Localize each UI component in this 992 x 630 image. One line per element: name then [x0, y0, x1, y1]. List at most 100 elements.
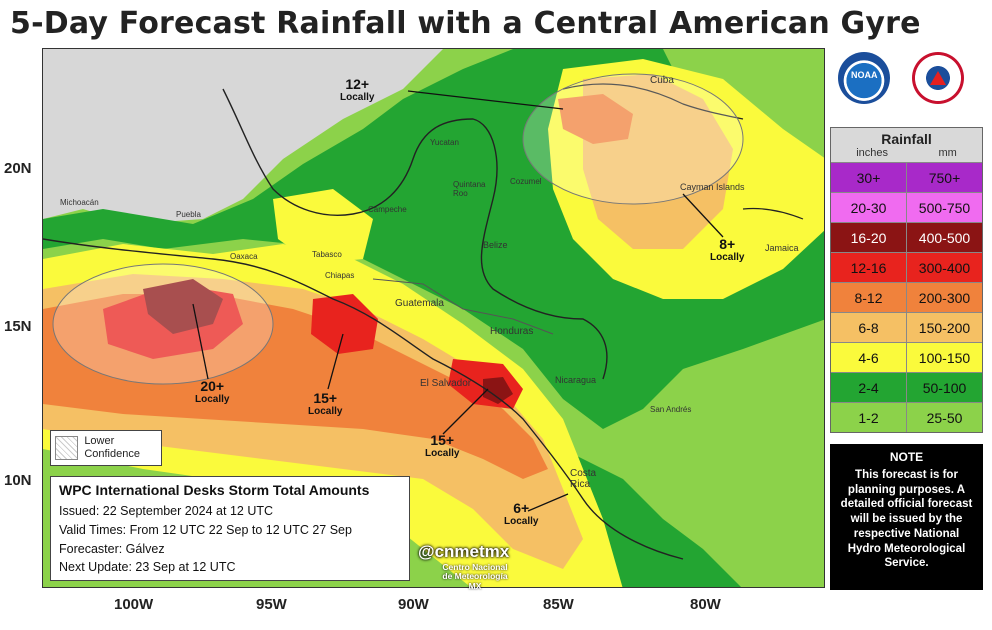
legend-mm: 300-400: [906, 253, 982, 282]
rain-band-8-12-yucatan: [558, 94, 633, 144]
lon-label-95w: 95W: [256, 596, 287, 613]
annotation-chiapas: 15+ Locally: [308, 390, 342, 417]
legend-unit-mm: mm: [938, 147, 957, 159]
social-handle: @cnmetmx: [418, 542, 510, 561]
place-label: Honduras: [490, 326, 534, 337]
legend-row: 1-2 25-50: [831, 402, 982, 432]
annotation-costarica: 6+ Locally: [504, 500, 538, 527]
annotation-label: Locally: [710, 252, 745, 263]
country-borders: [372, 278, 554, 335]
annotation-yucatan: 12+ Locally: [340, 76, 374, 103]
legend-mm: 500-750: [906, 193, 982, 222]
place-label: Tabasco: [312, 250, 342, 259]
annotation-value: 15+: [313, 390, 338, 406]
legend-inches: 12-16: [831, 253, 906, 282]
legend-row: 12-16 300-400: [831, 252, 982, 282]
annotation-value: 8+: [719, 236, 736, 252]
legend-mm: 750+: [906, 163, 982, 192]
national-weather-service-logo: [912, 52, 964, 104]
place-label: El Salvador: [420, 378, 472, 389]
legend-row: 20-30 500-750: [831, 192, 982, 222]
gulf-caribbean-coastline: [222, 88, 608, 380]
legend-row: 16-20 400-500: [831, 222, 982, 252]
legend-mm: 100-150: [906, 343, 982, 372]
place-label: Yucatan: [430, 138, 459, 147]
annotation-label: Locally: [195, 394, 230, 405]
annotation-value: 15+: [430, 432, 455, 448]
legend-inches: 4-6: [831, 343, 906, 372]
place-label: Belize: [483, 240, 508, 250]
lower-confidence-area-west: [52, 263, 274, 385]
annotation-elsalvador: 15+ Locally: [425, 432, 459, 459]
arrow-cayman: [682, 193, 724, 238]
legend-inches: 6-8: [831, 313, 906, 342]
lower-confidence-swatch: [55, 436, 79, 460]
lon-label-85w: 85W: [543, 596, 574, 613]
place-label: Quintana Roo: [453, 180, 486, 198]
place-label: Cozumel: [510, 177, 542, 186]
legend-row: 30+ 750+: [831, 162, 982, 192]
place-label: Nicaragua: [555, 375, 597, 385]
rain-band-12-16-chiapas: [311, 294, 378, 354]
annotation-value: 12+: [345, 76, 370, 92]
annotation-value: 20+: [200, 378, 225, 394]
social-handle-subtitle: Centro Nacional de Meteorología MX: [442, 562, 508, 591]
pacific-coastline: [43, 238, 684, 560]
rain-band-16-20-guerrero: [143, 279, 223, 334]
lon-label-100w: 100W: [114, 596, 154, 613]
noaa-logo: NOAA: [838, 52, 890, 104]
place-label: Campeche: [368, 205, 407, 214]
annotation-label: Locally: [308, 406, 343, 417]
legend-unit-inches: inches: [856, 147, 889, 159]
legend-row: 8-12 200-300: [831, 282, 982, 312]
legend-row: 4-6 100-150: [831, 342, 982, 372]
legend-mm: 150-200: [906, 313, 982, 342]
jamaica-coastline: [742, 207, 804, 220]
legend-rows: 30+ 750+ 20-30 500-750 16-20 400-500 12-16 300-…: [831, 162, 982, 432]
page-title: 5-Day Forecast Rainfall with a Central A…: [10, 6, 921, 41]
rain-band-4-6-campeche: [273, 189, 373, 264]
legend-row: 2-4 50-100: [831, 372, 982, 402]
arrow-yucatan: [407, 90, 564, 110]
place-label: Chiapas: [325, 271, 355, 280]
cuba-coastline: [562, 83, 744, 120]
rain-band-16-20-elsalvador: [483, 377, 513, 404]
place-label: Jamaica: [765, 243, 799, 253]
arrow-elsalvador: [442, 388, 489, 435]
legend-mm: 200-300: [906, 283, 982, 312]
info-forecaster: Forecaster: Gálvez: [59, 541, 165, 556]
legend-inches: 2-4: [831, 373, 906, 402]
place-label: Oaxaca: [230, 252, 258, 261]
annotation-cayman: 8+ Locally: [710, 236, 744, 263]
annotation-value: 6+: [513, 500, 530, 516]
legend-inches: 20-30: [831, 193, 906, 222]
legend-row: 6-8 150-200: [831, 312, 982, 342]
info-next-update: Next Update: 23 Sep at 12 UTC: [59, 560, 236, 575]
legend-mm: 25-50: [906, 403, 982, 432]
legend-mm: 400-500: [906, 223, 982, 252]
lon-label-90w: 90W: [398, 596, 429, 613]
info-valid-times: Valid Times: From 12 UTC 22 Sep to 12 UT…: [59, 522, 352, 537]
place-label: Michoacán: [60, 198, 99, 207]
place-label: San Andrés: [650, 405, 692, 414]
lower-confidence-area-east: [522, 73, 744, 205]
legend-inches: 8-12: [831, 283, 906, 312]
lower-confidence-key: Lower Confidence: [50, 430, 162, 466]
legend-title: Rainfall: [881, 131, 932, 147]
no-rain-area: [43, 49, 443, 224]
place-label: Cayman Islands: [680, 182, 745, 192]
annotation-label: Locally: [425, 448, 460, 459]
place-label: Guatemala: [395, 298, 444, 309]
annotation-label: Locally: [504, 516, 539, 527]
legend-inches: 16-20: [831, 223, 906, 252]
legend-units: inches mm: [831, 147, 982, 162]
lat-label-15n: 15N: [4, 318, 32, 335]
arrow-costarica: [527, 493, 569, 512]
arrow-chiapas: [327, 333, 344, 390]
legend-inches: 1-2: [831, 403, 906, 432]
lon-label-80w: 80W: [690, 596, 721, 613]
legend-mm: 50-100: [906, 373, 982, 402]
note-title: NOTE: [889, 450, 924, 464]
forecast-note: NOTE This forecast is for planning purpo…: [830, 444, 983, 590]
legend-inches: 30+: [831, 163, 906, 192]
